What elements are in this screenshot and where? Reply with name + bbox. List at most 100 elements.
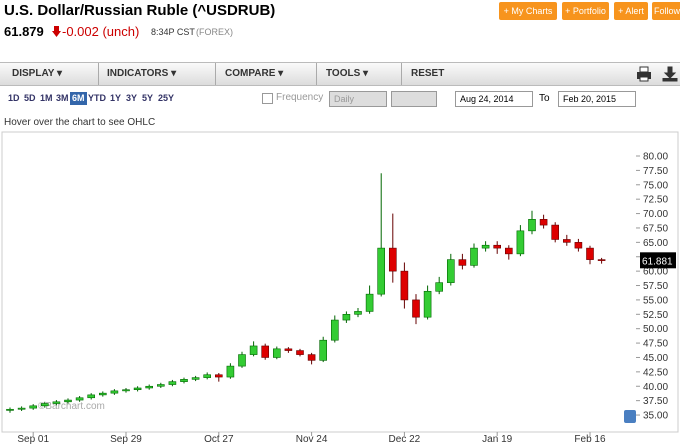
- candle-body: [249, 345, 258, 355]
- menu-item[interactable]: TOOLS ▾: [317, 63, 402, 85]
- y-tick-label: 80.00: [643, 152, 668, 163]
- candle-body: [203, 374, 211, 378]
- period-button[interactable]: 1M: [40, 93, 53, 103]
- time: 8:34P CST: [151, 27, 195, 37]
- y-tick-label: 67.50: [643, 223, 668, 234]
- last-price-label: 61.881: [642, 256, 673, 267]
- candle-body: [87, 394, 95, 399]
- y-tick-label: 55.00: [643, 295, 668, 306]
- y-tick-label: 50.00: [643, 324, 668, 335]
- candle-body: [365, 293, 374, 312]
- y-tick-label: 47.50: [643, 339, 668, 350]
- candle-body: [458, 259, 467, 266]
- y-tick-label: 35.00: [643, 411, 668, 422]
- candle-body: [377, 247, 386, 295]
- candle-body: [412, 299, 420, 318]
- candle-body: [516, 230, 525, 255]
- date-to[interactable]: Feb 20, 2015: [558, 91, 636, 107]
- candle-body: [6, 408, 14, 411]
- candle-body: [470, 247, 478, 266]
- candle-body: [272, 348, 281, 358]
- period-button[interactable]: YTD: [88, 93, 106, 103]
- period-button[interactable]: 1D: [8, 93, 20, 103]
- candle-body: [586, 247, 594, 260]
- candle-body: [435, 282, 444, 292]
- menu-item[interactable]: COMPARE ▾: [216, 63, 317, 85]
- candle-body: [481, 244, 490, 249]
- menu-item[interactable]: RESET: [402, 63, 462, 85]
- price: 61.879: [4, 24, 44, 39]
- candle-body: [319, 339, 328, 361]
- y-tick-label: 72.50: [643, 195, 668, 206]
- candle-body: [64, 399, 72, 403]
- candle-body: [493, 244, 502, 249]
- x-tick-label: Dec 22: [389, 434, 421, 445]
- period-button[interactable]: 5Y: [142, 93, 154, 103]
- menu-item[interactable]: DISPLAY ▾: [0, 63, 99, 85]
- menu-label: DISPLAY: [12, 68, 55, 79]
- x-tick-label: Sep 01: [17, 434, 49, 445]
- candle-body: [191, 377, 200, 380]
- frequency-select[interactable]: Daily: [329, 91, 387, 107]
- toolbar: DISPLAY ▾ INDICATORS ▾ COMPARE ▾ TOOLS ▾…: [0, 62, 680, 86]
- button[interactable]: + Portfolio: [562, 2, 609, 20]
- candle-body: [296, 350, 304, 355]
- candle-body: [284, 348, 293, 351]
- button[interactable]: Follow: [652, 2, 680, 20]
- candle-body: [215, 374, 223, 378]
- candle-body: [539, 219, 548, 226]
- candle-body: [504, 247, 513, 255]
- down-arrow: [52, 26, 61, 37]
- menu-label: COMPARE: [225, 68, 276, 79]
- x-tick-label: Feb 16: [574, 434, 606, 445]
- x-tick-label: Nov 24: [296, 434, 328, 445]
- hint: Hover over the chart to see OHLC: [4, 117, 156, 128]
- date-from[interactable]: Aug 24, 2014: [455, 91, 533, 107]
- menu-label: TOOLS: [326, 68, 361, 79]
- plot-frame: [1, 131, 679, 433]
- candle-body: [238, 354, 246, 367]
- button[interactable]: + My Charts: [499, 2, 557, 20]
- candle-body: [354, 311, 362, 315]
- last-price-box: [640, 252, 676, 269]
- print-icon[interactable]: [636, 66, 652, 82]
- y-tick-label: 70.00: [643, 209, 668, 220]
- candle-body: [528, 219, 536, 232]
- candle-body: [597, 259, 606, 261]
- y-tick-label: 37.50: [643, 396, 668, 407]
- period-button[interactable]: 1Y: [110, 93, 122, 103]
- period-button[interactable]: 6M: [70, 92, 87, 105]
- candle-body: [145, 385, 153, 389]
- menu-label: INDICATORS: [107, 68, 169, 79]
- candle-body: [551, 224, 560, 240]
- x-tick-label: Sep 29: [110, 434, 142, 445]
- candle-body: [52, 401, 61, 404]
- x-tick-label: Oct 27: [204, 434, 234, 445]
- button[interactable]: + Alert: [614, 2, 648, 20]
- candle-body: [168, 381, 177, 385]
- to-label: To: [539, 93, 550, 104]
- checkbox[interactable]: [262, 93, 273, 104]
- period-button[interactable]: 25Y: [158, 93, 175, 103]
- period-button[interactable]: 5D: [24, 93, 36, 103]
- download-icon[interactable]: [662, 66, 678, 82]
- chart: ©Barchart.com 35.00 37.50 40.00 42.50 45.00 4…: [1, 131, 679, 445]
- candle-body: [342, 314, 351, 321]
- candle-body: [40, 403, 49, 407]
- y-tick-label: 57.50: [643, 281, 668, 292]
- candle-body: [226, 365, 235, 378]
- candle-body: [388, 247, 397, 272]
- y-tick-label: 65.00: [643, 238, 668, 249]
- menu-item[interactable]: INDICATORS ▾: [99, 63, 216, 85]
- y-tick-label: 60.00: [643, 267, 668, 278]
- period-button[interactable]: 3Y: [126, 93, 138, 103]
- watermark: ©Barchart.com: [38, 401, 105, 412]
- y-tick-label: 52.50: [643, 310, 668, 321]
- candle-body: [330, 319, 339, 341]
- disabled-field: [391, 91, 437, 107]
- title: U.S. Dollar/Russian Ruble (^USDRUB): [4, 2, 276, 19]
- candle-body: [261, 345, 270, 358]
- candle-body: [133, 387, 142, 391]
- period-button[interactable]: 3M: [56, 93, 69, 103]
